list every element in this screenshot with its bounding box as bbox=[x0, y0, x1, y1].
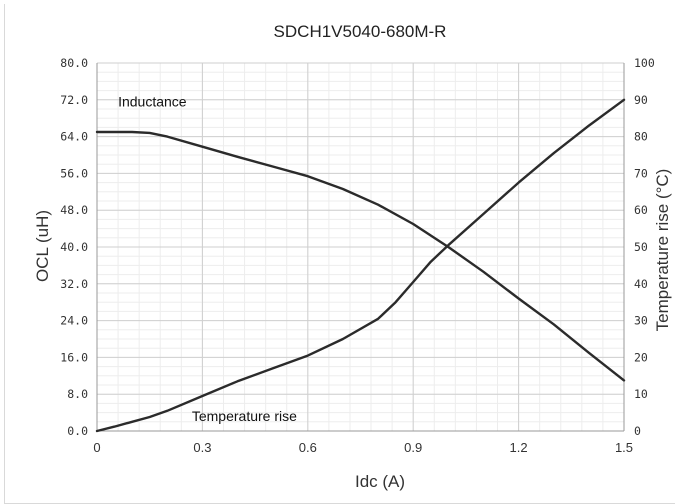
x-axis-label: Idc (A) bbox=[355, 472, 405, 491]
series-annotation: Inductance bbox=[118, 94, 187, 110]
y2-tick-label: 50 bbox=[634, 240, 648, 254]
y2-tick-label: 100 bbox=[634, 56, 655, 70]
y-tick-label: 16.0 bbox=[60, 350, 88, 364]
y-tick-label: 72.0 bbox=[60, 93, 88, 107]
x-tick-label: 0 bbox=[93, 440, 100, 455]
y2-tick-label: 70 bbox=[634, 166, 648, 180]
chart-title: SDCH1V5040-680M-R bbox=[274, 22, 447, 41]
y2-axis-label: Temperature rise (°C) bbox=[653, 169, 672, 332]
y-tick-label: 64.0 bbox=[60, 130, 88, 144]
y2-tick-label: 80 bbox=[634, 130, 648, 144]
y2-tick-label: 30 bbox=[634, 314, 648, 328]
annotations: Inductance Temperature rise bbox=[118, 94, 297, 424]
y2-tick-label: 20 bbox=[634, 350, 648, 364]
y-tick-label: 40.0 bbox=[60, 240, 88, 254]
x-tick-label: 1.2 bbox=[510, 440, 528, 455]
y-tick-label: 80.0 bbox=[60, 56, 88, 70]
tick-labels: 0 0.3 0.6 0.9 1.2 1.5 0.0 8.0 16.0 24.0 32.0 40.0 48… bbox=[60, 56, 655, 455]
y-axis-label: OCL (uH) bbox=[33, 210, 52, 282]
series-group bbox=[95, 98, 626, 433]
y-tick-label: 56.0 bbox=[60, 166, 88, 180]
y-tick-label: 8.0 bbox=[67, 387, 88, 401]
series-line-1 bbox=[95, 130, 626, 382]
y2-tick-label: 60 bbox=[634, 203, 648, 217]
series-annotation: Temperature rise bbox=[192, 408, 297, 424]
y2-tick-label: 0 bbox=[634, 424, 641, 438]
y-tick-label: 32.0 bbox=[60, 277, 88, 291]
y2-tick-label: 40 bbox=[634, 277, 648, 291]
y-tick-label: 0.0 bbox=[67, 424, 88, 438]
axes bbox=[96, 63, 625, 432]
y-tick-label: 24.0 bbox=[60, 314, 88, 328]
x-tick-label: 0.3 bbox=[193, 440, 211, 455]
x-tick-label: 0.9 bbox=[404, 440, 422, 455]
chart-frame bbox=[4, 4, 675, 504]
y2-tick-label: 90 bbox=[634, 93, 648, 107]
y-tick-label: 48.0 bbox=[60, 203, 88, 217]
series-line-2 bbox=[95, 98, 626, 433]
y2-tick-label: 10 bbox=[634, 387, 648, 401]
x-tick-label: 1.5 bbox=[615, 440, 633, 455]
x-tick-label: 0.6 bbox=[299, 440, 317, 455]
